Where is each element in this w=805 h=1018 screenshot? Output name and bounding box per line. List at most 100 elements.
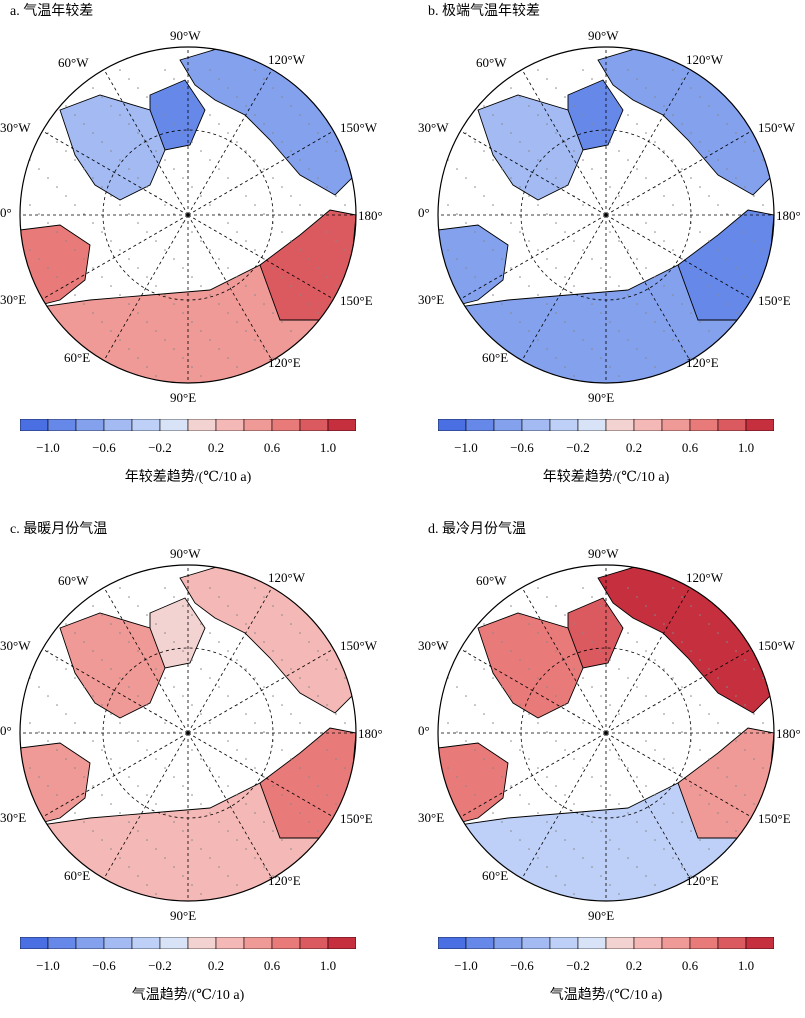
- longitude-label-w120: 120°W: [686, 52, 723, 67]
- longitude-label-e180: 180°: [776, 726, 801, 741]
- colorbar-swatch: [271, 936, 301, 950]
- land-greenland: [59, 612, 166, 719]
- panel-title: d. 最冷月份气温: [428, 522, 526, 537]
- longitude-label-e180: 180°: [776, 208, 801, 223]
- colorbar: [19, 418, 357, 432]
- colorbar-swatch: [689, 936, 719, 950]
- map-boundary: [19, 564, 357, 902]
- map-panel: c. 最暖月份气温 90°W 120°W 150°W 180° 150°E 120°E 90°…: [0, 518, 400, 1018]
- colorbar-swatch: [605, 936, 635, 950]
- land-greenland: [59, 94, 166, 201]
- colorbar-swatch: [437, 936, 467, 950]
- longitude-label-e60: 60°E: [482, 868, 509, 883]
- colorbar-swatch: [19, 936, 49, 950]
- colorbar-swatch: [103, 418, 133, 432]
- colorbar-label: 年较差趋势/(℃/10 a): [124, 470, 252, 485]
- colorbar-swatch: [661, 418, 691, 432]
- panel-title: b. 极端气温年较差: [428, 4, 540, 19]
- map-boundary: [437, 564, 775, 902]
- colorbar-swatch: [75, 936, 105, 950]
- longitude-label-e180: 180°: [358, 208, 383, 223]
- colorbar-swatch: [131, 936, 161, 950]
- longitude-label-e30: 30°E: [418, 292, 445, 307]
- colorbar-swatch: [605, 418, 635, 432]
- longitude-label-e120: 120°E: [268, 873, 301, 888]
- colorbar-swatch: [187, 418, 217, 432]
- longitude-label-w90: 90°W: [588, 28, 619, 43]
- longitude-label-e90: 90°E: [170, 390, 197, 405]
- longitude-label-w30: 30°W: [418, 120, 449, 135]
- colorbar-tick-label: −0.2: [148, 440, 172, 455]
- polar-map: [19, 46, 357, 384]
- colorbar-label: 气温趋势/(℃/10 a): [549, 988, 663, 1003]
- panel-title: a. 气温年较差: [10, 4, 94, 19]
- longitude-label-w60: 60°W: [58, 573, 89, 588]
- colorbar-tick-label: 0.2: [207, 958, 225, 973]
- colorbar-tick-label: 0.6: [263, 440, 281, 455]
- colorbar-swatch: [243, 418, 273, 432]
- colorbar-swatch: [745, 936, 775, 950]
- longitude-label-e150: 150°E: [758, 293, 791, 308]
- colorbar-swatch: [521, 936, 551, 950]
- colorbar-swatch: [549, 418, 579, 432]
- colorbar-tick-label: 1.0: [319, 440, 337, 455]
- longitude-label-w60: 60°W: [476, 573, 507, 588]
- colorbar-swatch: [187, 936, 217, 950]
- map-panel: d. 最冷月份气温 90°W 120°W 150°W 180° 150°E 120°E 90°…: [418, 518, 805, 1018]
- colorbar-swatch: [47, 936, 77, 950]
- colorbar-swatch: [75, 418, 105, 432]
- colorbar-swatch: [577, 936, 607, 950]
- colorbar-swatch: [521, 418, 551, 432]
- longitude-label-w150: 150°W: [758, 120, 795, 135]
- longitude-label-w90: 90°W: [588, 546, 619, 561]
- colorbar-swatch: [465, 936, 495, 950]
- longitude-label-w30: 30°W: [0, 638, 31, 653]
- longitude-label-w60: 60°W: [476, 55, 507, 70]
- colorbar-swatch: [47, 418, 77, 432]
- colorbar-tick-label: 0.6: [681, 958, 699, 973]
- longitude-label-zero: 0°: [0, 723, 12, 738]
- colorbar-swatch: [103, 936, 133, 950]
- graticule: [20, 565, 356, 901]
- longitude-label-e150: 150°E: [758, 811, 791, 826]
- colorbar-tick-label: 1.0: [319, 958, 337, 973]
- colorbar-tick-label: −0.6: [510, 958, 534, 973]
- longitude-label-w150: 150°W: [340, 120, 377, 135]
- polar-map: [437, 564, 775, 902]
- colorbar-swatch: [159, 418, 189, 432]
- colorbar-tick-label: −1.0: [454, 440, 478, 455]
- colorbar-swatch: [299, 418, 329, 432]
- colorbar-swatch: [633, 936, 663, 950]
- longitude-label-e30: 30°E: [418, 810, 445, 825]
- colorbar-swatch: [465, 418, 495, 432]
- colorbar: [437, 418, 775, 432]
- graticule: [438, 565, 774, 901]
- colorbar-swatch: [493, 936, 523, 950]
- colorbar-swatch: [159, 936, 189, 950]
- longitude-label-w30: 30°W: [0, 120, 31, 135]
- colorbar-tick-label: 0.6: [681, 440, 699, 455]
- colorbar-swatch: [299, 936, 329, 950]
- longitude-label-w150: 150°W: [340, 638, 377, 653]
- longitude-label-w60: 60°W: [58, 55, 89, 70]
- longitude-label-e150: 150°E: [340, 811, 373, 826]
- map-panel: b. 极端气温年较差 90°W 120°W 150°W 180° 150°E 120°E 90…: [418, 0, 805, 500]
- colorbar-tick-label: −1.0: [36, 958, 60, 973]
- colorbar-tick-label: −1.0: [454, 958, 478, 973]
- map-boundary: [437, 46, 775, 384]
- colorbar-swatch: [327, 418, 357, 432]
- map-panel: a. 气温年较差 90°W 120°W 150°W 180° 150°E 120°E 90°E…: [0, 0, 400, 500]
- longitude-label-e30: 30°E: [0, 810, 27, 825]
- longitude-label-e120: 120°E: [268, 355, 301, 370]
- polar-map: [19, 564, 357, 902]
- colorbar-swatch: [549, 936, 579, 950]
- longitude-label-w120: 120°W: [268, 570, 305, 585]
- colorbar-swatch: [577, 418, 607, 432]
- longitude-label-w90: 90°W: [170, 28, 201, 43]
- panel-title: c. 最暖月份气温: [10, 522, 108, 537]
- colorbar-swatch: [661, 936, 691, 950]
- graticule: [20, 47, 356, 383]
- longitude-label-e90: 90°E: [588, 908, 615, 923]
- colorbar-tick-label: 0.2: [625, 958, 643, 973]
- colorbar-swatch: [745, 418, 775, 432]
